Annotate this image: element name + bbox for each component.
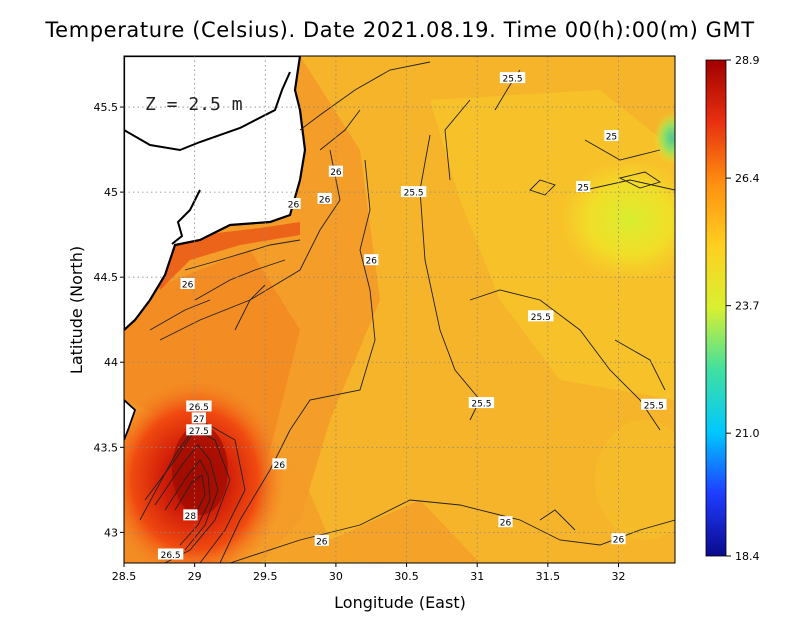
colorbar-tick-label: 18.4 <box>735 550 760 563</box>
contour-label: 26 <box>182 280 194 290</box>
contour-label-bg <box>186 400 212 412</box>
contour-label-bg <box>272 458 287 470</box>
contour-label-bg <box>576 181 591 193</box>
contour-label-bg <box>364 254 379 266</box>
contour-label-bg <box>191 412 206 424</box>
contour-label: 26 <box>319 195 331 205</box>
colorbar-tick-label: 21.0 <box>735 427 760 440</box>
y-tick-label: 45 <box>104 186 118 199</box>
contour-label: 25.5 <box>531 313 551 323</box>
x-tick-label: 31.5 <box>536 570 561 583</box>
y-tick-label: 43 <box>104 526 118 539</box>
contour-label: 26.5 <box>189 403 209 413</box>
plot-frame <box>123 55 676 564</box>
y-axis-ticks: 43 43.5 44 44.5 45 45.5 <box>94 101 124 539</box>
contour-label: 27 <box>193 415 204 425</box>
contour-label: 26 <box>288 201 300 211</box>
contour-label: 28 <box>185 512 197 522</box>
colorbar-tick-label: 26.4 <box>735 172 760 185</box>
grid-lines <box>124 56 675 563</box>
contour-label-bg <box>314 534 329 546</box>
contour-label-bg <box>186 424 212 436</box>
contour-label-bg <box>468 397 495 409</box>
y-tick-label: 44.5 <box>94 271 119 284</box>
temperature-field: 25.5 25 25 25.5 26 26 26 26 26 25.5 25.5 25.5 26.5 27… <box>124 56 675 563</box>
x-tick-label: 28.5 <box>112 570 137 583</box>
colorbar-tick-label: 28.9 <box>735 54 760 67</box>
contour-label: 27.5 <box>189 427 209 437</box>
contour-label: 25 <box>577 184 588 194</box>
x-tick-label: 31 <box>470 570 484 583</box>
contour-labels: 25.5 25 25 25.5 26 26 26 26 26 25.5 25.5 25.5 26.5 27… <box>157 72 667 561</box>
contour-label-bg <box>180 277 195 289</box>
contour-label-bg <box>641 398 667 410</box>
colorbar <box>705 59 727 557</box>
contour-label: 25 <box>606 132 617 142</box>
contour-label-bg <box>498 516 513 528</box>
contour-label-bg <box>604 129 619 141</box>
y-axis-label: Latitude (North) <box>67 246 86 374</box>
contour-label-bg <box>317 192 332 204</box>
contour-label: 25.5 <box>644 401 664 411</box>
contour-label: 26 <box>274 461 286 471</box>
contour-label-bg <box>611 533 626 545</box>
x-tick-label: 29 <box>188 570 202 583</box>
x-axis-ticks: 28.5 29 29.5 30 30.5 31 31.5 32 <box>112 563 625 583</box>
contour-label-bg <box>499 72 526 84</box>
map-title: Temperature (Celsius). Date 2021.08.19. … <box>45 18 755 42</box>
contour-label-bg <box>157 548 184 560</box>
x-tick-label: 29.5 <box>253 570 278 583</box>
x-axis-label: Longitude (East) <box>334 593 466 612</box>
contour-label: 25.5 <box>404 189 424 199</box>
y-tick-label: 45.5 <box>94 101 119 114</box>
contour-label: 26 <box>316 537 328 547</box>
contour-label: 26 <box>330 168 342 178</box>
depth-label: Z = 2.5 m <box>145 94 243 115</box>
contour-label-bg <box>400 186 427 198</box>
colorbar-tick-label: 23.7 <box>735 300 760 313</box>
y-tick-label: 44 <box>104 356 118 369</box>
y-tick-label: 43.5 <box>94 441 119 454</box>
contour-label: 26 <box>500 519 512 529</box>
x-tick-label: 30 <box>329 570 343 583</box>
contour-label-bg <box>328 165 344 177</box>
x-tick-label: 32 <box>611 570 625 583</box>
contour-label: 25.5 <box>503 75 523 85</box>
colorbar-ticks: 18.4 21.0 23.7 26.4 28.9 <box>726 54 760 563</box>
contour-label-bg <box>286 198 301 210</box>
contour-label: 25.5 <box>471 400 491 410</box>
contour-label-bg <box>528 310 554 322</box>
contour-label: 26 <box>366 257 378 267</box>
x-tick-label: 30.5 <box>394 570 419 583</box>
contour-label: 26.5 <box>161 551 181 561</box>
contour-label: 26 <box>613 536 625 546</box>
contour-label-bg <box>183 509 198 521</box>
